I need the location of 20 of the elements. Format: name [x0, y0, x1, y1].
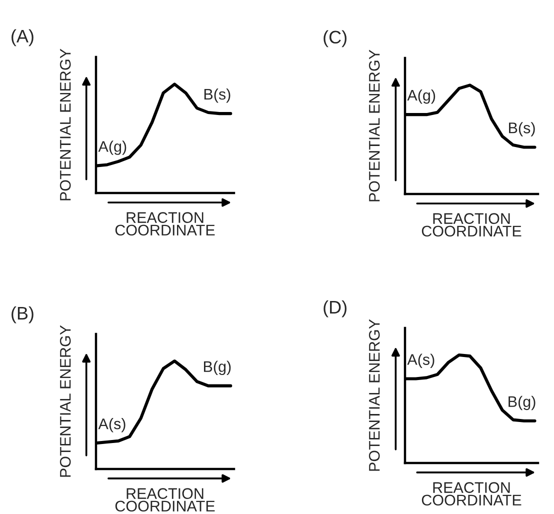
y-axis-title: POTENTIAL ENERGY [60, 325, 71, 477]
annotation: B(g) [508, 396, 536, 410]
x-axis-title: REACTION COORDINATE [422, 482, 522, 506]
y-axis-title: POTENTIAL ENERGY [368, 50, 380, 202]
chart-title: (A) [12, 29, 34, 46]
x-axis-title: REACTION COORDINATE [115, 212, 215, 236]
annotation: B(s) [204, 88, 230, 103]
annotation: B(s) [509, 122, 535, 136]
chart-title: (D) [324, 300, 346, 318]
annotation: A(g) [407, 89, 436, 104]
annotation: B(g) [204, 360, 231, 376]
annotation: A(s) [407, 354, 434, 368]
x-axis-title: REACTION COORDINATE [422, 213, 522, 237]
chart-title: (B) [12, 306, 34, 324]
x-axis-title: REACTION COORDINATE [115, 488, 215, 512]
annotation: A(g) [98, 140, 126, 155]
y-axis-title: POTENTIAL ENERGY [368, 319, 380, 471]
annotation: A(s) [98, 418, 126, 432]
y-axis-title: POTENTIAL ENERGY [60, 48, 71, 200]
chart-title: (C) [324, 30, 346, 48]
